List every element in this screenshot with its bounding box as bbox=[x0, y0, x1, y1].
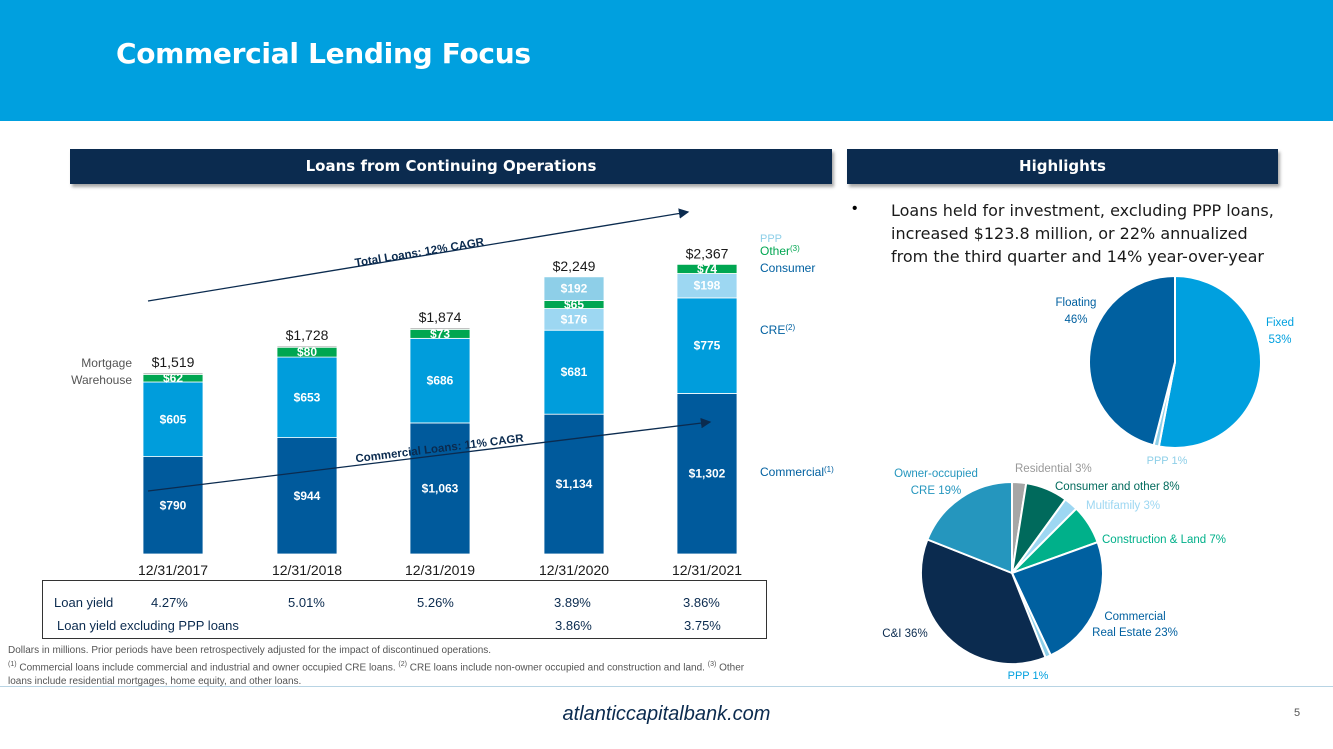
yield-row2-cell: 3.86% bbox=[555, 618, 592, 633]
bar-value-label: $176 bbox=[561, 312, 588, 326]
pie1-floating-pct: 46% bbox=[1064, 314, 1087, 326]
footnote-line1: Dollars in millions. Prior periods have … bbox=[8, 645, 492, 656]
page-number: 5 bbox=[1294, 707, 1301, 719]
bar-total-label: $1,728 bbox=[286, 327, 329, 343]
bar-value-label: $1,302 bbox=[689, 467, 726, 481]
bar-value-label: $686 bbox=[427, 374, 454, 388]
pie-slice-c-i bbox=[920, 538, 1047, 665]
bar-value-label: $80 bbox=[297, 345, 317, 359]
pie2-ppp-label: PPP 1% bbox=[1008, 670, 1049, 682]
bar-cre-segment bbox=[543, 329, 605, 415]
pie-slice-owner-occupied-cre bbox=[926, 480, 1013, 575]
loan-yield-table: Loan yield 4.27% 5.01% 5.26% 3.89% 3.86%… bbox=[42, 580, 767, 639]
bar-value-label: $192 bbox=[561, 282, 588, 296]
bar-value-label: $653 bbox=[294, 390, 321, 404]
pie2-consumer-label: Consumer and other 8% bbox=[1055, 481, 1180, 493]
pie2-oocre-line1: Owner-occupied bbox=[894, 468, 978, 480]
bar-mortgage-segment bbox=[276, 345, 338, 348]
pie1-floating-name: Floating bbox=[1056, 297, 1097, 309]
bar-value-label: $681 bbox=[561, 365, 588, 379]
legend-consumer: Consumer bbox=[760, 261, 815, 275]
x-axis-category-label: 12/31/2018 bbox=[272, 562, 342, 578]
bar-value-label: $605 bbox=[160, 412, 187, 426]
bar-other-segment bbox=[676, 263, 738, 274]
x-axis-category-label: 12/31/2020 bbox=[539, 562, 609, 578]
bar-mortgage-segment bbox=[142, 372, 204, 375]
pie2-cre-line2: Real Estate 23% bbox=[1092, 627, 1178, 639]
bar-value-label: $775 bbox=[694, 339, 721, 353]
legend-commercial: Commercial(1) bbox=[760, 465, 834, 479]
legend-mortgage-line2: Warehouse bbox=[71, 373, 132, 387]
footer-website[interactable]: atlanticcapitalbank.com bbox=[562, 703, 771, 725]
legend-other: Other(3) bbox=[760, 244, 800, 258]
bar-value-label: $198 bbox=[694, 279, 721, 293]
bar-total-label: $1,874 bbox=[419, 309, 462, 325]
bar-mortgage-segment bbox=[409, 327, 471, 330]
footnote-notes: (1) Commercial loans include commercial … bbox=[8, 661, 745, 688]
footer-divider bbox=[0, 686, 1333, 687]
pie2-residential-label: Residential 3% bbox=[1015, 463, 1092, 475]
pie1-ppp-label: PPP 1% bbox=[1147, 455, 1188, 467]
legend-mortgage-line1: Mortgage bbox=[81, 356, 132, 370]
bar-value-label: $944 bbox=[294, 489, 321, 503]
bar-consumer-segment bbox=[676, 273, 738, 299]
legend-ppp: PPP bbox=[760, 233, 782, 245]
highlights-section-title: Highlights bbox=[847, 149, 1278, 184]
pie-slice-fixed bbox=[1157, 274, 1263, 449]
yield-row1-cell: 5.01% bbox=[288, 595, 325, 610]
bar-commercial-segment bbox=[543, 413, 605, 555]
legend-cre: CRE(2) bbox=[760, 323, 795, 337]
total-cagr-label: Total Loans: 12% CAGR bbox=[354, 236, 486, 269]
yield-row1-cell: 4.27% bbox=[151, 595, 188, 610]
bar-cre-segment bbox=[276, 356, 338, 439]
bar-commercial-segment bbox=[409, 422, 471, 555]
page-title: Commercial Lending Focus bbox=[116, 37, 531, 70]
bar-value-label: $73 bbox=[430, 327, 450, 341]
pie1-fixed-name: Fixed bbox=[1266, 317, 1294, 329]
bar-ppp-segment bbox=[543, 276, 605, 301]
bar-value-label: $74 bbox=[697, 262, 717, 276]
pie-slice-commercial-real-estate bbox=[1010, 540, 1104, 657]
pie2-oocre-line2: CRE 19% bbox=[911, 485, 962, 497]
x-axis-category-label: 12/31/2019 bbox=[405, 562, 475, 578]
bar-value-label: $790 bbox=[160, 498, 187, 512]
pie2-cre-line1: Commercial bbox=[1104, 611, 1165, 623]
loans-section-title: Loans from Continuing Operations bbox=[70, 149, 832, 184]
bullet-dot: • bbox=[852, 200, 858, 217]
pie1-fixed-pct: 53% bbox=[1268, 334, 1291, 346]
x-axis-category-label: 12/31/2017 bbox=[138, 562, 208, 578]
bar-total-label: $2,249 bbox=[553, 258, 596, 274]
pie2-ci-label: C&I 36% bbox=[882, 628, 927, 640]
pie2-multifamily-label: Multifamily 3% bbox=[1086, 500, 1160, 512]
yield-row1-cell: 5.26% bbox=[417, 595, 454, 610]
yield-row1-cell: 3.86% bbox=[683, 595, 720, 610]
total-cagr-arrow bbox=[147, 208, 690, 302]
pie2-construction-label: Construction & Land 7% bbox=[1102, 534, 1226, 546]
bar-total-label: $1,519 bbox=[152, 354, 195, 370]
commercial-cagr-arrow bbox=[147, 417, 712, 492]
bar-value-label: $1,134 bbox=[556, 477, 593, 491]
bar-value-label: $65 bbox=[564, 298, 584, 312]
bar-value-label: $1,063 bbox=[422, 481, 459, 495]
pie-slice-floating bbox=[1088, 274, 1176, 447]
x-axis-category-label: 12/31/2021 bbox=[672, 562, 742, 578]
highlight-bullet-text: Loans held for investment, excluding PPP… bbox=[891, 201, 1274, 266]
bar-total-label: $2,367 bbox=[686, 245, 729, 261]
header-band: Commercial Lending Focus bbox=[0, 0, 1333, 121]
yield-row1-label: Loan yield bbox=[54, 595, 114, 610]
yield-row2-cell: 3.75% bbox=[684, 618, 721, 633]
yield-row1-cell: 3.89% bbox=[554, 595, 591, 610]
yield-row2-label: Loan yield excluding PPP loans bbox=[57, 618, 239, 633]
